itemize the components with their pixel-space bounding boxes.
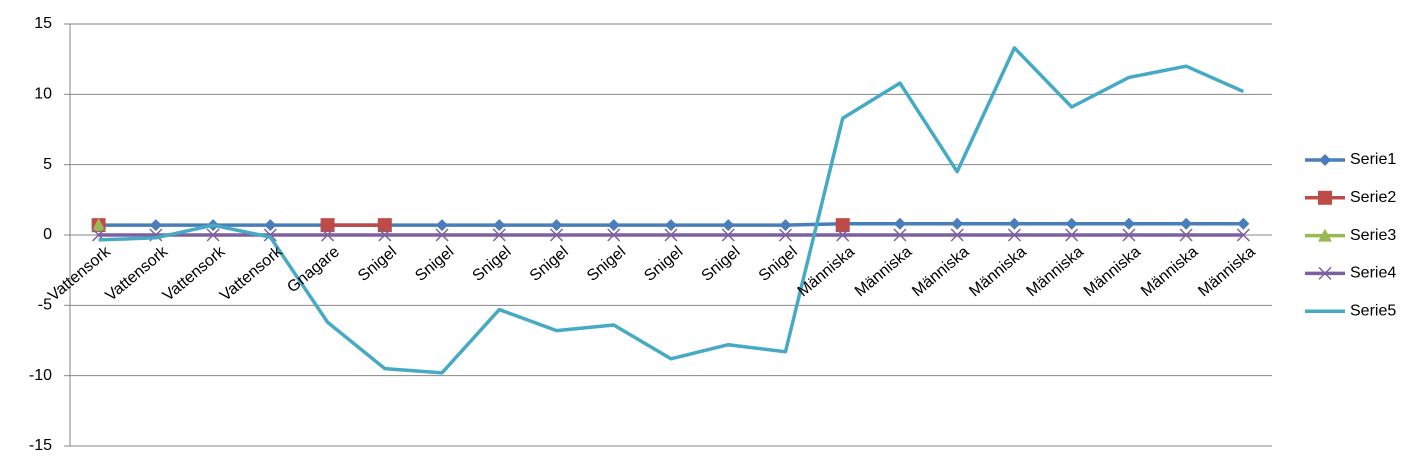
x-tick-label: Människa — [1138, 243, 1201, 300]
x-tick-label: Snigel — [756, 243, 801, 285]
y-tick-label: 0 — [43, 226, 52, 243]
x-tick-label: Snigel — [641, 243, 686, 285]
marker — [1236, 228, 1250, 242]
x-tick-label: Människa — [1024, 243, 1087, 300]
marker — [1180, 217, 1193, 230]
x-tick-label: Vattensork — [103, 243, 172, 305]
x-tick-label: Människa — [966, 243, 1029, 300]
marker — [149, 219, 162, 232]
marker — [721, 228, 735, 242]
marker — [664, 228, 678, 242]
marker — [778, 228, 793, 242]
marker — [1007, 228, 1021, 242]
marker — [836, 228, 850, 242]
series-line — [98, 46, 1245, 375]
marker — [607, 219, 620, 232]
marker — [550, 219, 563, 232]
marker — [1008, 217, 1021, 230]
legend-label: Serie5 — [1350, 302, 1396, 319]
x-tick-label: Människa — [1081, 243, 1144, 300]
marker — [607, 228, 621, 242]
marker — [206, 228, 220, 242]
marker — [779, 219, 792, 232]
marker — [1122, 217, 1135, 230]
legend-label: Serie3 — [1350, 227, 1396, 244]
marker — [835, 218, 850, 233]
x-tick-label: Snigel — [527, 243, 572, 285]
marker — [1318, 228, 1332, 242]
marker — [1319, 154, 1331, 166]
x-tick-label: Snigel — [470, 243, 515, 285]
marker — [436, 219, 449, 232]
y-tick-label: -5 — [38, 297, 52, 314]
marker — [1237, 217, 1250, 230]
marker — [950, 228, 964, 242]
marker — [951, 217, 964, 230]
marker — [435, 228, 449, 242]
marker — [320, 218, 335, 233]
x-tick-label: Vattensork — [217, 243, 286, 305]
y-tick-label: 15 — [34, 15, 52, 32]
marker — [377, 218, 392, 233]
x-tick-label: Snigel — [584, 243, 629, 285]
y-tick-label: -15 — [29, 437, 52, 454]
marker — [1179, 228, 1193, 242]
marker — [665, 219, 677, 232]
x-tick-label: Människa — [909, 243, 972, 300]
marker — [264, 219, 277, 232]
marker — [1065, 228, 1079, 242]
marker — [1318, 190, 1332, 205]
marker — [263, 228, 277, 242]
marker — [91, 218, 106, 232]
x-tick-label: Människa — [1195, 243, 1258, 300]
marker — [321, 228, 335, 242]
marker — [493, 219, 506, 232]
y-tick-label: 5 — [43, 156, 52, 173]
marker — [378, 228, 392, 242]
marker — [893, 228, 907, 242]
y-tick-label: -10 — [29, 367, 52, 384]
legend-label: Serie1 — [1350, 151, 1396, 168]
marker — [1318, 266, 1332, 280]
marker — [1065, 217, 1078, 230]
marker — [492, 228, 506, 242]
legend-label: Serie2 — [1350, 189, 1396, 206]
y-tick-label: 10 — [34, 86, 52, 103]
x-tick-label: Snigel — [355, 243, 400, 285]
x-tick-label: Vattensork — [45, 243, 114, 305]
marker — [893, 217, 906, 230]
marker — [722, 219, 735, 232]
x-tick-label: Snigel — [412, 243, 457, 285]
x-tick-label: Snigel — [699, 243, 744, 285]
legend-label: Serie4 — [1350, 265, 1396, 282]
marker — [549, 228, 564, 242]
x-tick-label: Vattensork — [160, 243, 229, 305]
x-tick-label: Människa — [852, 243, 915, 300]
marker — [1122, 228, 1136, 242]
